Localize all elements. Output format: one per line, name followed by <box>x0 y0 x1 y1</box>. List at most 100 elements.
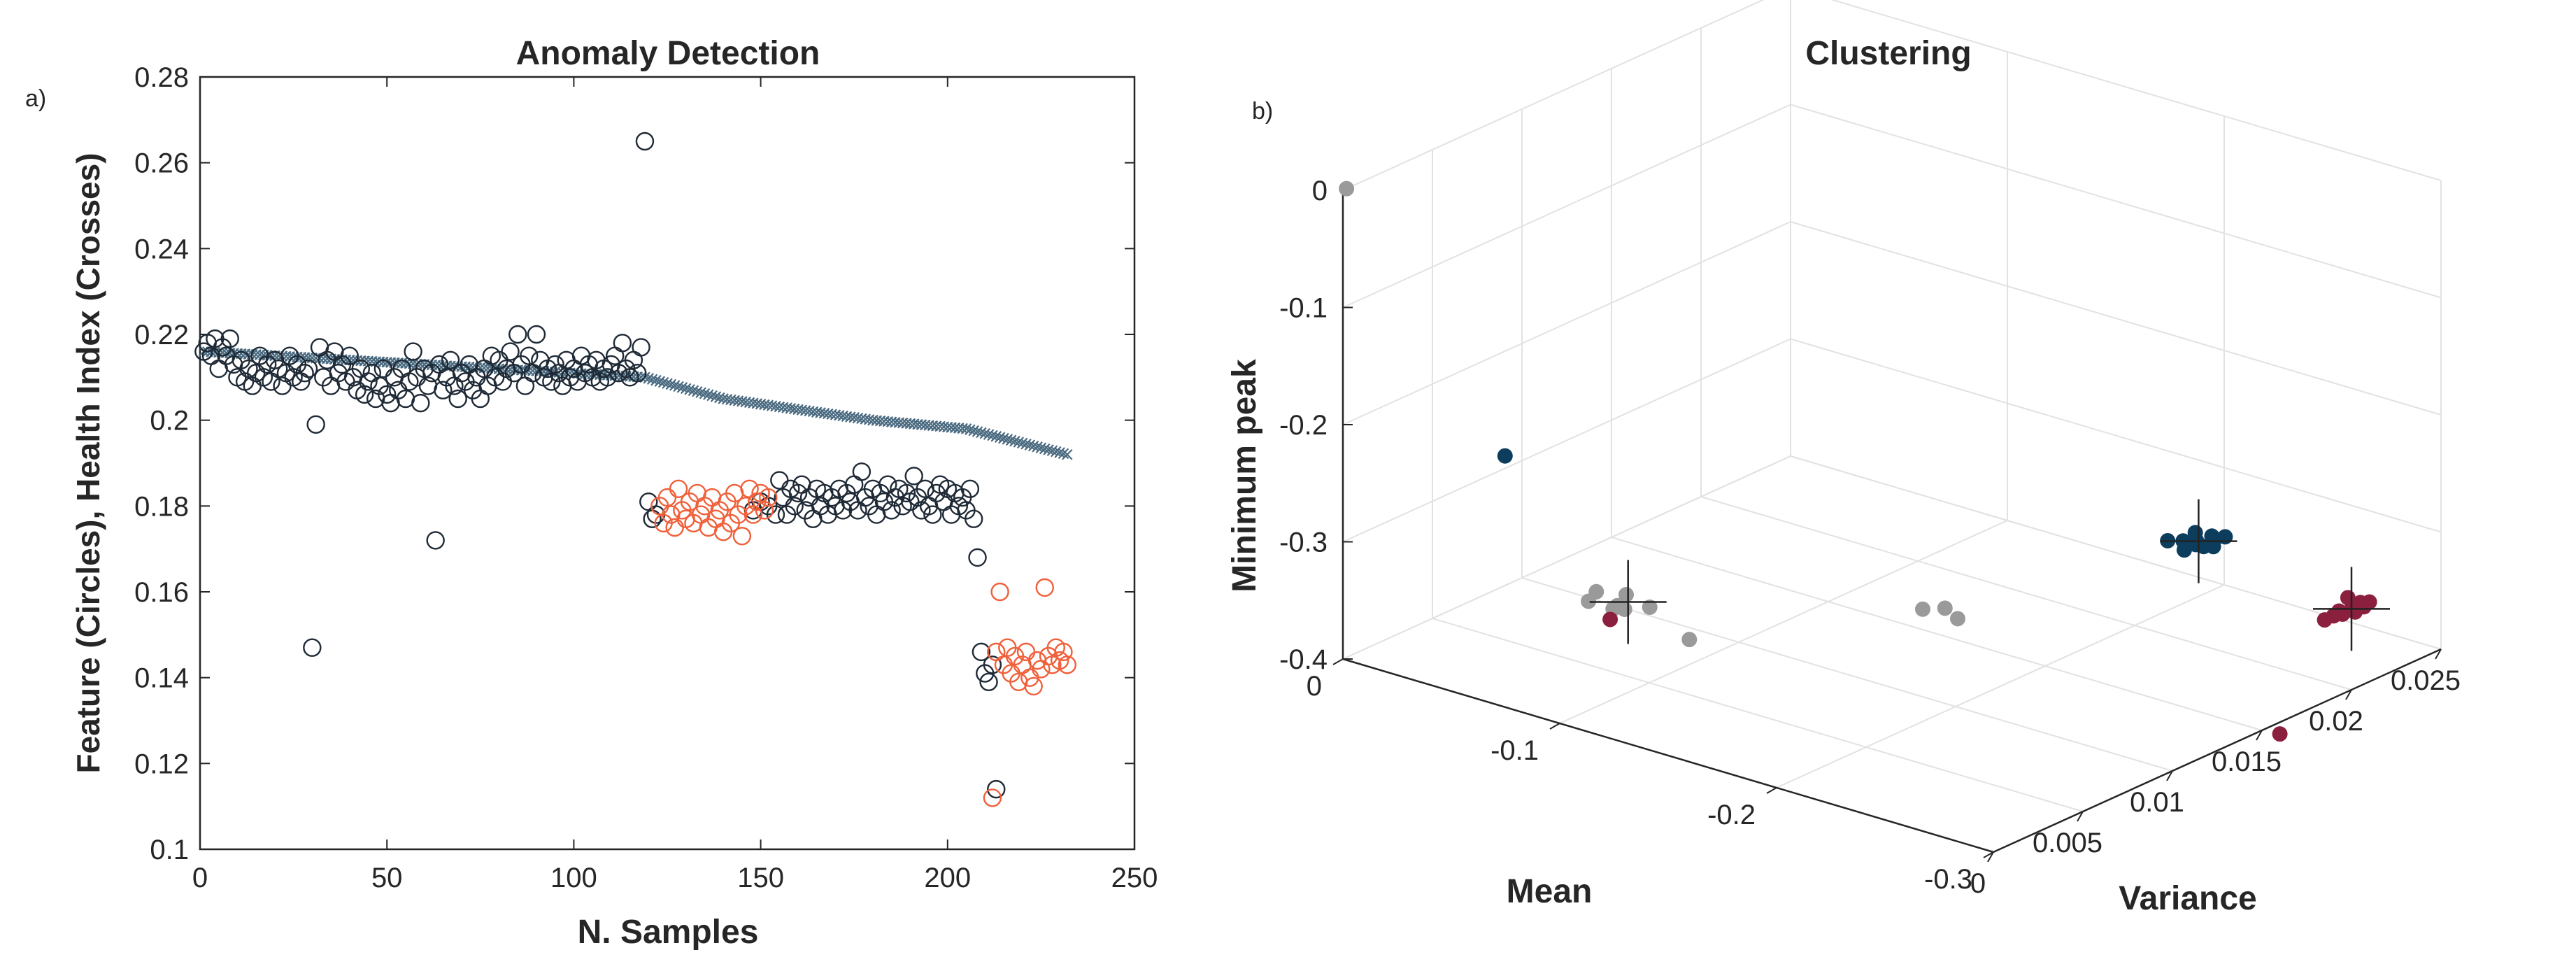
health-index-cross <box>680 383 692 395</box>
feature-point-anomaly <box>1024 676 1043 696</box>
cluster-3-point <box>2272 726 2288 742</box>
health-index-cross <box>710 391 722 402</box>
feature-point-normal <box>303 638 322 657</box>
chart-b-x-axis-label: Variance <box>2119 880 2256 917</box>
feature-point-anomaly <box>743 505 763 524</box>
health-index-cross <box>1058 448 1069 460</box>
cluster-1-centroid-cross <box>1589 560 1667 644</box>
feature-point-normal <box>613 334 632 353</box>
x-tick-label: 100 <box>550 863 597 893</box>
feature-point-normal <box>968 548 987 567</box>
feature-point-anomaly <box>669 479 688 498</box>
feature-point-normal <box>882 501 901 520</box>
floor-grid-line <box>1776 584 2225 788</box>
mean-tick-mark <box>1332 658 1344 665</box>
health-index-cross <box>669 380 681 391</box>
cluster-3-point <box>1602 611 1618 628</box>
anomaly-detection-chart: a) Anomaly Detection 0 50 100 150 200 250 0.1 0… <box>25 35 1158 951</box>
chart-a-plot-area <box>199 76 1136 851</box>
feature-point-normal <box>295 364 314 383</box>
mean-tick-mark <box>1549 723 1560 730</box>
health-index-cross <box>657 376 669 388</box>
y-tick-label: 0.12 <box>134 749 189 779</box>
feature-point-normal <box>299 359 318 378</box>
mean-tick-mark <box>1983 851 1994 858</box>
y-tick-label: 0.1 <box>150 835 189 865</box>
feature-point-normal <box>628 364 647 383</box>
feature-point-normal <box>434 381 453 399</box>
back-wall-grid-line <box>1342 104 1791 309</box>
cluster-3-point <box>2356 599 2372 615</box>
health-index-cross <box>665 378 677 390</box>
feature-point-normal <box>527 325 546 344</box>
health-index-cross <box>676 382 688 393</box>
back-wall-grid-line <box>1342 221 1791 425</box>
chart-a-x-axis-label: N. Samples <box>578 914 759 951</box>
cluster-1-point <box>1681 632 1698 648</box>
variance-tick-label: 0.01 <box>2130 787 2184 818</box>
chart-b-y-axis-label: Mean <box>1507 873 1593 910</box>
health-index-cross <box>646 374 658 385</box>
mean-tick-mark <box>1766 787 1777 794</box>
variance-tick-label: 0 <box>1970 868 1986 899</box>
minimum-peak-tick-label: -0.1 <box>1279 293 1328 324</box>
feature-point-anomaly <box>732 527 752 546</box>
feature-point-normal <box>983 655 1002 674</box>
back-wall-grid-line <box>1342 338 1791 543</box>
variance-tick-mark <box>2435 649 2442 660</box>
feature-point-normal <box>904 467 923 486</box>
feature-point-normal <box>378 385 397 404</box>
health-index-cross <box>1062 448 1073 460</box>
variance-tick-label: 0.015 <box>2212 746 2282 777</box>
feature-point-normal <box>598 368 617 387</box>
mean-tick-label: -0.2 <box>1707 800 1756 830</box>
cluster-3-point <box>2340 590 2356 606</box>
y-tick-label: 0.16 <box>134 577 189 608</box>
feature-point-anomaly <box>1035 578 1054 597</box>
health-index-cross <box>703 389 714 400</box>
feature-point-normal <box>987 779 1006 799</box>
feature-point-normal <box>404 342 422 361</box>
panel-b-label: b) <box>1252 98 1273 125</box>
back-wall-grid-line <box>1342 0 1765 191</box>
feature-point-anomaly <box>1054 642 1073 662</box>
chart-b-z-axis-label: Minimum peak <box>1226 359 1263 593</box>
feature-point-normal <box>923 505 942 524</box>
side-wall-grid-line <box>1790 221 2442 416</box>
feature-point-normal <box>508 325 527 344</box>
health-index-cross <box>654 376 666 387</box>
feature-point-normal <box>426 531 445 550</box>
feature-point-normal <box>355 385 374 404</box>
health-index-cross <box>688 385 699 397</box>
health-index-cross <box>706 390 718 402</box>
feature-point-normal <box>785 497 804 516</box>
cluster-2-point <box>2188 537 2204 553</box>
floor-grid-line <box>1700 496 2352 690</box>
variance-tick-label: 0.005 <box>2033 828 2102 858</box>
side-wall-grid-line <box>1830 0 2442 181</box>
variance-tick-mark <box>2166 770 2173 781</box>
cluster-1-point <box>1914 601 1930 617</box>
cluster-2-centroid-cross <box>2160 499 2237 583</box>
minimum-peak-tick-label: -0.2 <box>1279 410 1328 441</box>
y-tick-label: 0.2 <box>150 406 189 437</box>
side-wall-grid-line <box>1790 104 2442 299</box>
variance-tick-mark <box>2077 811 2084 822</box>
x-tick-label: 200 <box>924 863 971 893</box>
mean-tick-label: -0.3 <box>1924 864 1972 895</box>
x-tick-label: 250 <box>1111 863 1158 893</box>
y-tick-label: 0.14 <box>134 663 189 694</box>
feature-point-normal <box>979 672 998 691</box>
panel-a-label: a) <box>25 85 46 112</box>
feature-point-anomaly <box>983 788 1002 807</box>
variance-tick-label: 0.02 <box>2309 706 2363 737</box>
feature-point-anomaly <box>990 582 1009 602</box>
y-tick-label: 0.18 <box>134 491 189 522</box>
feature-point-anomaly <box>755 501 774 520</box>
feature-point-normal <box>852 462 871 481</box>
x-tick-label: 50 <box>371 863 403 893</box>
floor-grid-line <box>1432 618 2084 812</box>
feature-point-normal <box>972 642 991 662</box>
